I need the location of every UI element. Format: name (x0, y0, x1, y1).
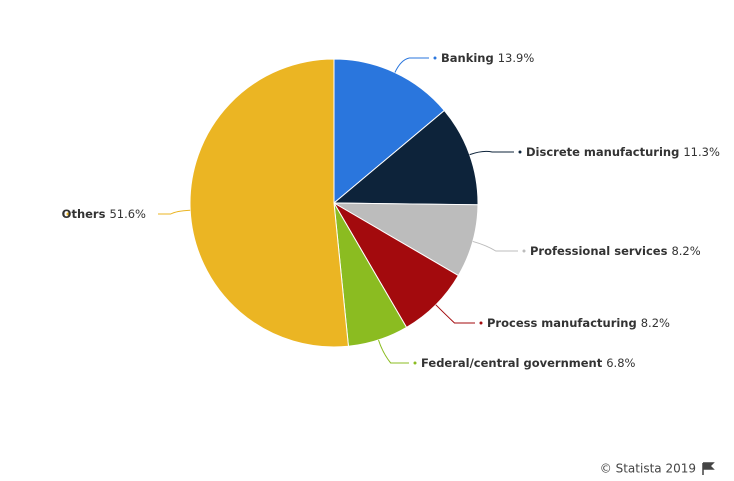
connector (394, 57, 429, 73)
connector (435, 304, 475, 324)
connector (472, 240, 518, 252)
connector (158, 209, 191, 215)
label-value: 51.6% (109, 207, 146, 221)
data-label: Process manufacturing 8.2% (487, 316, 670, 330)
label-value: 8.2% (641, 316, 670, 330)
data-label: Others 51.6% (62, 207, 146, 221)
label-name: Federal/central government (421, 356, 603, 370)
legend-dot (479, 321, 483, 325)
legend-dot (413, 361, 417, 365)
pie-slice (333, 58, 446, 205)
legend-dot (433, 56, 437, 60)
connector (469, 150, 514, 156)
label-name: Process manufacturing (487, 316, 637, 330)
legend-dot (522, 249, 526, 253)
label-value: 6.8% (606, 356, 635, 370)
flag-icon (702, 462, 715, 475)
data-label: Banking 13.9% (441, 51, 534, 65)
label-name: Others (62, 207, 106, 221)
label-name: Discrete manufacturing (526, 145, 679, 159)
credit: © Statista 2019 (600, 462, 696, 476)
data-label: Federal/central government 6.8% (421, 356, 636, 370)
data-label: Discrete manufacturing 11.3% (526, 145, 720, 159)
connector (378, 339, 409, 364)
label-name: Professional services (530, 244, 668, 258)
legend-dot (518, 150, 522, 154)
label-name: Banking (441, 51, 494, 65)
pie-slice (189, 58, 349, 348)
pie-slice (332, 109, 479, 206)
legend-dot (66, 212, 70, 216)
data-label: Professional services 8.2% (530, 244, 701, 258)
label-value: 11.3% (683, 145, 720, 159)
label-value: 8.2% (671, 244, 700, 258)
label-value: 13.9% (498, 51, 535, 65)
